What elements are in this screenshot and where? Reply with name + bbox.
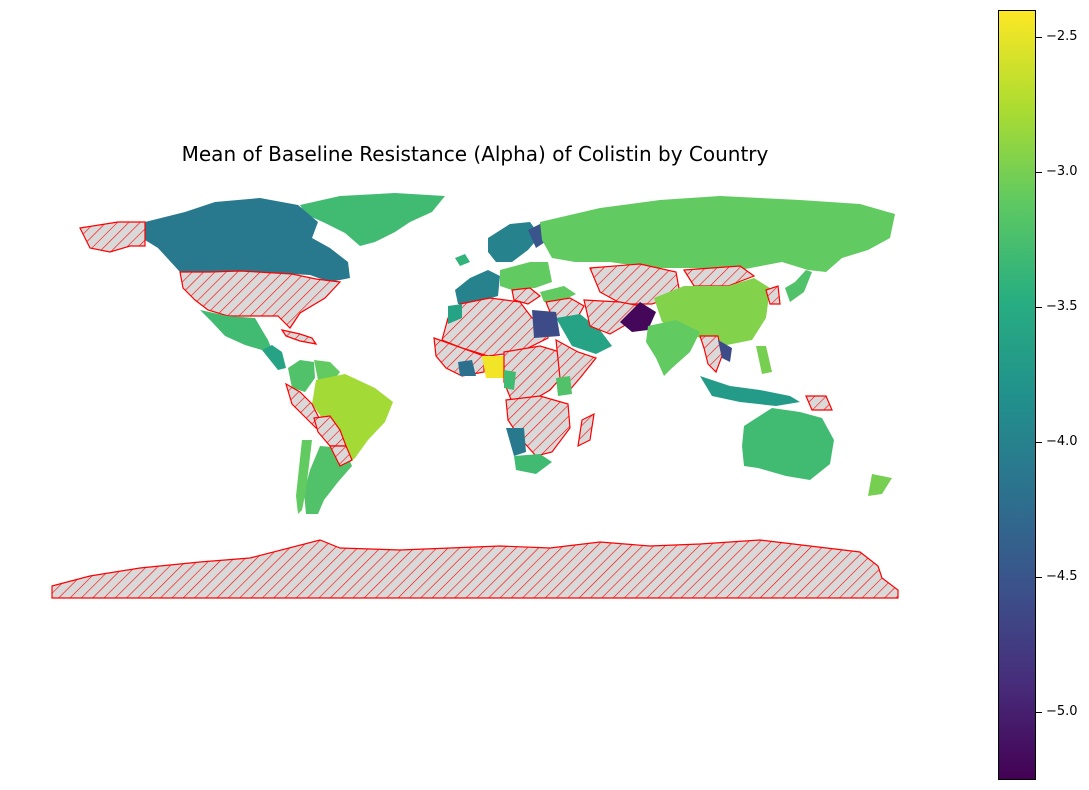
region-australia: [742, 408, 834, 480]
region-namibia: [506, 428, 526, 456]
region-alaska: [79, 221, 146, 253]
region-central-america: [262, 345, 286, 370]
colorbar-tick-label: −5.0: [1046, 704, 1078, 719]
region-greenland: [300, 193, 445, 246]
region-indonesia: [700, 376, 800, 406]
region-southern-africa: [505, 395, 571, 457]
region-pakistan: [620, 302, 656, 332]
region-myanmar-and-thailand: [699, 335, 723, 374]
region-iceland: [455, 254, 470, 266]
region-russia: [540, 196, 895, 272]
region-venezuela: [314, 360, 340, 380]
region-philippines: [756, 346, 772, 374]
region-chile: [296, 440, 312, 514]
region-morocco: [448, 304, 462, 324]
region-india: [646, 320, 700, 376]
region-united-states: [179, 270, 342, 329]
colorbar-tick-label: −3.0: [1046, 164, 1078, 179]
map-title: Mean of Baseline Resistance (Alpha) of C…: [181, 142, 769, 166]
region-western-europe: [455, 270, 500, 304]
region-mongolia: [682, 265, 756, 287]
region-central-africa: [503, 345, 567, 403]
region-egypt: [532, 310, 560, 338]
region-eastern-europe: [500, 262, 552, 290]
region-canada: [145, 198, 350, 282]
region-nigeria: [482, 356, 508, 378]
colorbar-tick-mark: [1036, 577, 1042, 578]
region-cameroon: [504, 370, 516, 390]
region-kenya: [556, 376, 572, 396]
colorbar-tick-label: −3.5: [1046, 299, 1078, 314]
colorbar-tick-label: −2.5: [1046, 29, 1078, 44]
region-vietnam: [718, 340, 732, 362]
region-saudi-arabia: [556, 314, 612, 354]
region-brazil: [312, 374, 393, 466]
region-antarctica: [51, 539, 899, 599]
region-korea: [765, 285, 781, 305]
region-scandinavia: [488, 222, 540, 262]
colorbar: [998, 10, 1036, 780]
region-ghana: [458, 360, 476, 376]
region-papua-new-guinea: [805, 395, 833, 411]
colorbar-tick-label: −4.5: [1046, 569, 1078, 584]
colorbar-tick-mark: [1036, 172, 1042, 173]
region-south-africa: [514, 454, 552, 474]
region-madagascar: [577, 412, 595, 448]
region-balkans: [511, 287, 542, 305]
colorbar-tick-mark: [1036, 712, 1042, 713]
region-colombia: [288, 360, 315, 392]
region-paraguay: [329, 445, 353, 467]
region-caribbean: [280, 329, 318, 345]
region-new-zealand: [868, 474, 892, 496]
colorbar-tick-label: −4.0: [1046, 434, 1078, 449]
colorbar-tick-mark: [1036, 442, 1042, 443]
region-mexico: [200, 310, 272, 350]
region-japan: [785, 270, 812, 302]
colorbar-tick-mark: [1036, 307, 1042, 308]
region-north-africa: [441, 297, 549, 357]
colorbar-tick-mark: [1036, 37, 1042, 38]
colorbar-ticks: −2.5 −3.0 −3.5 −4.0 −4.5 −5.0: [1036, 10, 1089, 780]
